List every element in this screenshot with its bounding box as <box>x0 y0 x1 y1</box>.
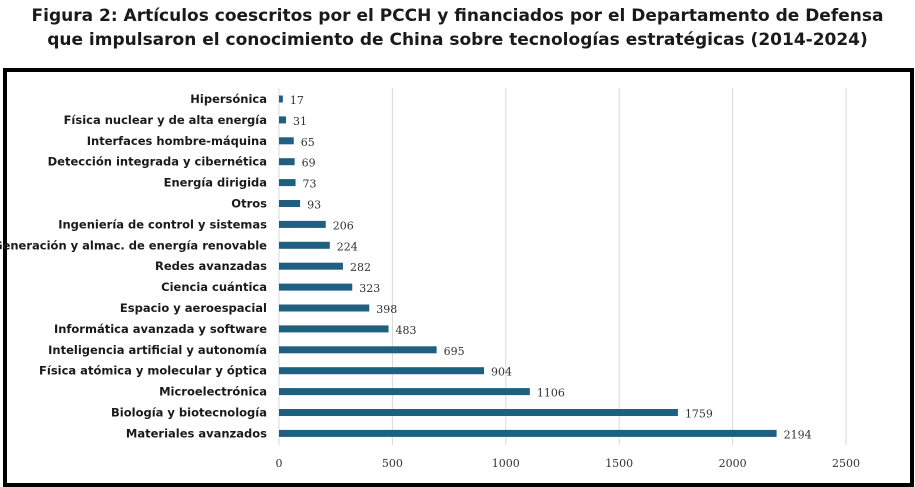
x-tick-label: 1000 <box>492 457 520 470</box>
value-label: 17 <box>290 94 304 107</box>
bars <box>279 95 777 437</box>
x-tick-label: 1500 <box>605 457 633 470</box>
chart-title-line-2: que impulsaron el conocimiento de China … <box>47 30 868 50</box>
category-label: Ingeniería de control y sistemas <box>58 217 267 231</box>
bar <box>279 388 530 396</box>
bar <box>279 409 678 416</box>
category-label: Detección integrada y cibernética <box>48 155 267 169</box>
value-label: 695 <box>444 345 465 358</box>
x-axis-ticks: 0 500 1000 1500 2000 2500 <box>276 457 861 470</box>
x-tick-label: 2000 <box>719 457 747 470</box>
value-label: 282 <box>350 261 371 274</box>
x-tick-label: 500 <box>382 457 403 470</box>
value-label: 1759 <box>685 408 713 421</box>
category-label: Microelectrónica <box>159 385 267 399</box>
bar <box>279 116 287 124</box>
value-label: 69 <box>302 157 316 170</box>
value-label: 323 <box>359 282 380 295</box>
value-label: 206 <box>333 219 354 232</box>
gridlines <box>278 88 847 445</box>
value-label: 65 <box>301 136 315 149</box>
value-label: 483 <box>396 324 417 337</box>
category-label: Física atómica y molecular y óptica <box>39 364 267 378</box>
chart-title: Figura 2: Artículos coescritos por el PC… <box>0 4 915 52</box>
category-label: Ciencia cuántica <box>161 280 267 294</box>
chart-frame <box>3 68 914 487</box>
category-label: Biología y biotecnología <box>111 406 267 420</box>
category-labels: Hipersónica Física nuclear y de alta ener… <box>0 92 267 440</box>
category-label: Materiales avanzados <box>126 426 267 440</box>
bar <box>279 95 283 103</box>
value-label: 73 <box>303 178 317 191</box>
value-label: 1106 <box>537 387 565 400</box>
x-tick-label: 2500 <box>832 457 860 470</box>
chart-title-line-1: Figura 2: Artículos coescritos por el PC… <box>31 6 884 26</box>
bar <box>279 241 330 249</box>
bar <box>279 304 370 312</box>
category-label: Generación y almac. de energía renovable <box>0 238 267 252</box>
value-label: 31 <box>293 115 307 128</box>
category-label: Redes avanzadas <box>155 259 267 273</box>
category-label: Hipersónica <box>190 92 267 106</box>
bar <box>279 367 485 375</box>
bar <box>279 158 295 166</box>
bar <box>279 137 294 145</box>
value-label: 2194 <box>784 428 812 441</box>
value-label: 904 <box>491 366 512 379</box>
bar <box>279 429 777 437</box>
value-label: 224 <box>337 240 358 253</box>
value-labels: 17 31 65 69 73 93 206 224 282 323 398 483 695 904 1106… <box>290 94 812 441</box>
bar <box>279 325 389 333</box>
bar <box>279 346 437 354</box>
bar <box>279 220 326 228</box>
value-label: 93 <box>307 199 321 212</box>
category-label: Otros <box>231 197 267 211</box>
category-label: Informática avanzada y software <box>54 322 267 336</box>
category-label: Física nuclear y de alta energía <box>64 113 267 127</box>
bar <box>279 179 296 187</box>
category-label: Inteligencia artificial y autonomía <box>48 343 267 357</box>
x-tick-label: 0 <box>276 457 283 470</box>
bar <box>279 200 301 207</box>
category-label: Energía dirigida <box>164 176 267 190</box>
category-label: Espacio y aeroespacial <box>120 301 267 315</box>
bar <box>279 283 353 291</box>
category-label: Interfaces hombre-máquina <box>87 134 267 148</box>
value-label: 398 <box>376 303 397 316</box>
bar <box>279 262 343 270</box>
